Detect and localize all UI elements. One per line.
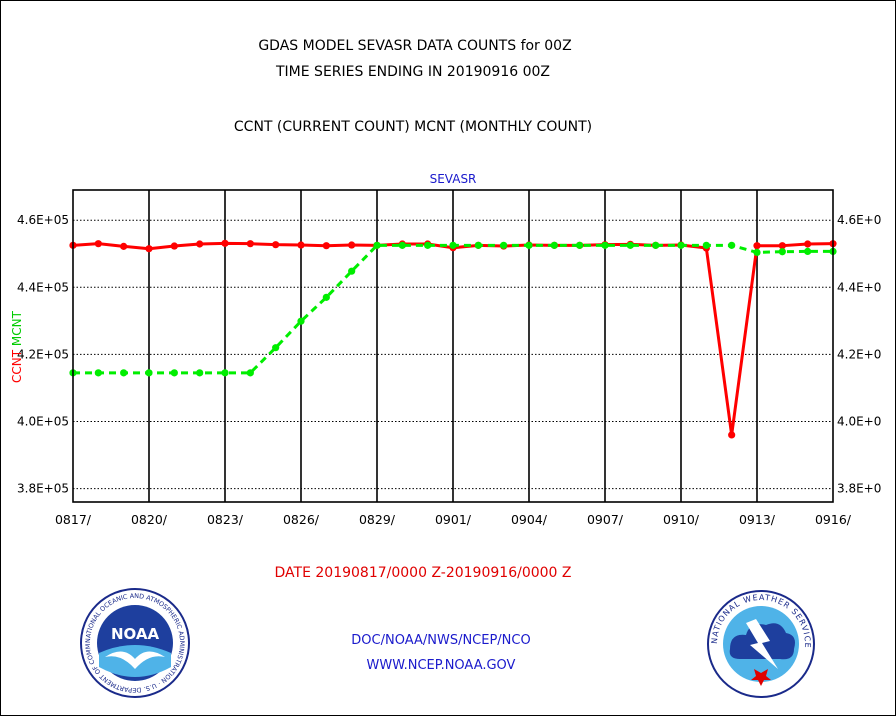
data-point-ccnt [728, 431, 736, 439]
data-point-mcnt [500, 241, 508, 249]
series-title: SEVASR [430, 172, 477, 186]
y-axis-label-part-mcnt: MCNT [10, 310, 24, 350]
data-point-mcnt [297, 317, 305, 325]
chart-title-line2: TIME SERIES ENDING IN 20190916 00Z [276, 64, 550, 80]
data-point-mcnt [449, 241, 457, 249]
x-tick-label: 0910/ [663, 512, 700, 527]
data-point-ccnt [753, 242, 761, 250]
axes-layer [72, 189, 834, 503]
data-point-ccnt [246, 240, 254, 248]
org-label: DOC/NOAA/NWS/NCEP/NCO [351, 633, 531, 648]
x-tick-label: 0916/ [815, 512, 852, 527]
series-layer [69, 239, 837, 439]
x-tick-label: 0817/ [55, 512, 92, 527]
data-point-mcnt [702, 241, 710, 249]
x-tick-label: 0913/ [739, 512, 776, 527]
data-point-mcnt [170, 369, 178, 377]
data-point-ccnt [170, 242, 178, 250]
data-point-ccnt [120, 242, 128, 250]
data-point-mcnt [246, 369, 254, 377]
data-point-ccnt [145, 245, 153, 253]
labels-layer: SEVASR 0817/0820/0823/0826/0829/0901/0904… [10, 172, 881, 527]
data-point-ccnt [94, 240, 102, 248]
x-tick-label: 0907/ [587, 512, 624, 527]
noaa-logo-text: NOAA [111, 625, 160, 643]
data-point-mcnt [120, 369, 128, 377]
y-axis-label-part-ccnt: CCNT [10, 349, 24, 383]
x-tick-label: 0904/ [511, 512, 548, 527]
data-point-mcnt [272, 344, 280, 352]
x-tick-label: 0829/ [359, 512, 396, 527]
data-point-ccnt [297, 241, 305, 249]
y-tick-label-left: 4.6E+05 [17, 213, 69, 227]
data-point-ccnt [348, 241, 356, 249]
data-point-mcnt [525, 241, 533, 249]
data-point-mcnt [778, 248, 786, 256]
date-range-label: DATE 20190817/0000 Z-20190916/0000 Z [274, 565, 572, 581]
data-point-mcnt [550, 241, 558, 249]
y-tick-label-right: 4.0E+0 [837, 414, 881, 428]
data-point-mcnt [348, 267, 356, 275]
data-point-mcnt [398, 241, 406, 249]
data-point-mcnt [753, 248, 761, 256]
data-point-ccnt [322, 242, 330, 250]
x-tick-label: 0901/ [435, 512, 472, 527]
x-tick-label: 0826/ [283, 512, 320, 527]
y-axis-label-left: CCNT MCNT [10, 310, 24, 383]
x-tick-label: 0820/ [131, 512, 168, 527]
data-point-ccnt [272, 241, 280, 249]
data-point-mcnt [728, 241, 736, 249]
data-point-ccnt [778, 242, 786, 250]
data-point-mcnt [652, 241, 660, 249]
plot-border [72, 189, 834, 503]
data-point-mcnt [373, 241, 381, 249]
data-point-mcnt [576, 241, 584, 249]
data-point-ccnt [804, 240, 812, 248]
y-tick-label-right: 4.6E+0 [837, 213, 881, 227]
data-point-mcnt [474, 241, 482, 249]
y-tick-label-right: 4.4E+0 [837, 280, 881, 294]
y-tick-label-left: 4.0E+05 [17, 414, 69, 428]
x-tick-label: 0823/ [207, 512, 244, 527]
nws-logo: NATIONAL WEATHER SERVICE [707, 590, 815, 698]
url-link[interactable]: WWW.NCEP.NOAA.GOV [366, 658, 516, 673]
data-point-ccnt [196, 240, 204, 248]
data-point-mcnt [145, 369, 153, 377]
y-tick-label-left: 4.2E+05 [17, 347, 69, 361]
chart-title-line1: GDAS MODEL SEVASR DATA COUNTS for 00Z [258, 38, 572, 54]
data-point-mcnt [196, 369, 204, 377]
chart-subtitle: CCNT (CURRENT COUNT) MCNT (MONTHLY COUNT… [233, 119, 593, 135]
data-point-mcnt [221, 369, 229, 377]
data-point-mcnt [601, 241, 609, 249]
data-point-mcnt [322, 293, 330, 301]
data-point-ccnt [221, 239, 229, 247]
data-point-mcnt [626, 241, 634, 249]
data-point-mcnt [424, 241, 432, 249]
noaa-logo: NOAA NATIONAL OCEANIC AND ATMOSPHERIC AD… [79, 587, 190, 698]
y-tick-label-right: 4.2E+0 [837, 347, 881, 361]
data-point-mcnt [94, 369, 102, 377]
data-point-mcnt [677, 241, 685, 249]
data-point-mcnt [804, 247, 812, 255]
y-tick-label-left: 3.8E+05 [17, 482, 69, 496]
y-tick-label-right: 3.8E+0 [837, 482, 881, 496]
y-tick-label-left: 4.4E+05 [17, 280, 69, 294]
